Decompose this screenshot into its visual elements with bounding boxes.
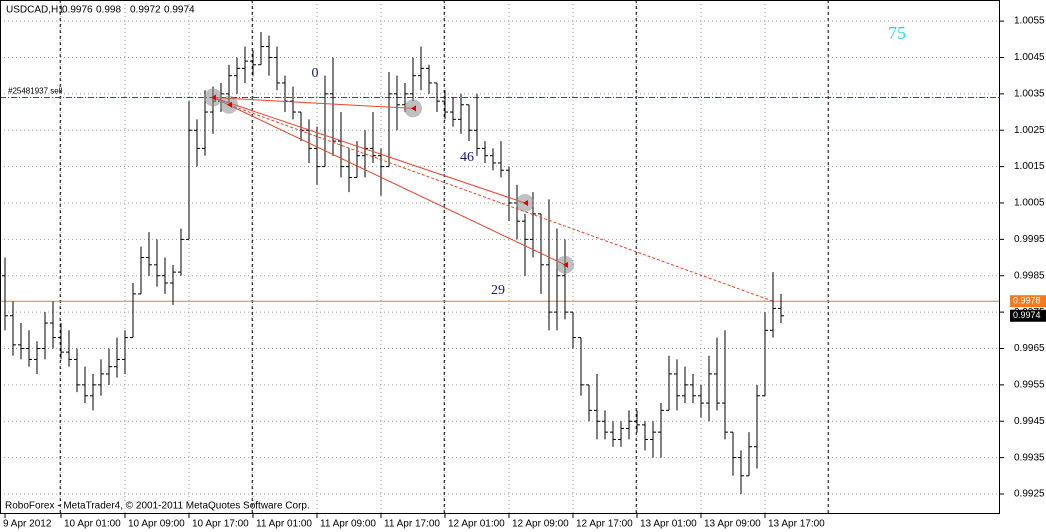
x-tick-label: 12 Apr 17:00: [576, 519, 633, 530]
chart-title: USDCAD,H1: [6, 5, 64, 16]
y-tick-label: 0.9925: [1014, 489, 1045, 500]
trade-connector: [212, 97, 526, 204]
grid: [0, 0, 1000, 514]
indicator-label: 29: [491, 283, 505, 298]
x-tick-label: 11 Apr 01:00: [256, 519, 312, 530]
header-open: 0.9976: [62, 5, 93, 16]
price-level-box: [1010, 295, 1046, 308]
plot-border: [0, 0, 1000, 514]
y-tick-label: 1.0005: [1014, 198, 1045, 209]
trade-connector: [228, 104, 774, 302]
header-close: 0.9974: [164, 5, 195, 16]
header-high: 0.998: [96, 5, 121, 16]
plot: [0, 32, 1000, 494]
order-label: #25481937 sell: [8, 87, 62, 96]
y-tick-label: 1.0025: [1014, 125, 1045, 136]
y-tick-label: 1.0015: [1014, 161, 1045, 172]
indicator-label: 46: [460, 150, 474, 165]
x-tick-label: 12 Apr 01:00: [448, 519, 505, 530]
x-tick-label: 11 Apr 09:00: [320, 519, 376, 530]
x-tick-label: 12 Apr 09:00: [512, 519, 569, 530]
trade-arrow: [563, 261, 568, 268]
trade-arrow: [411, 105, 416, 112]
trade-arrow: [211, 94, 216, 101]
indicator-label: 0: [312, 66, 319, 81]
trade-connector: [212, 97, 566, 266]
trade-arrow: [523, 199, 528, 206]
trade-arrow: [227, 101, 232, 108]
trade-connector: [212, 96, 414, 109]
y-tick-label: 1.0035: [1014, 88, 1045, 99]
y-tick-label: 0.9965: [1014, 343, 1045, 354]
x-tick-label: 13 Apr 17:00: [768, 519, 825, 530]
y-tick-label: 0.9945: [1014, 416, 1045, 427]
x-tick-label: 10 Apr 09:00: [128, 519, 185, 530]
y-tick-label: 1.0045: [1014, 52, 1045, 63]
x-tick-label: 9 Apr 2012: [3, 519, 52, 530]
y-tick-label: 1.0055: [1014, 16, 1045, 27]
header-low: 0.9972: [130, 5, 161, 16]
footer: RoboForex - MetaTrader4, © 2001-2011 Met…: [5, 501, 310, 512]
y-tick-label: 0.9985: [1014, 270, 1045, 281]
x-tick-label: 13 Apr 01:00: [640, 519, 697, 530]
current-price-box: [1010, 309, 1046, 322]
indicator-label: 75: [888, 23, 906, 43]
x-tick-label: 13 Apr 09:00: [704, 519, 761, 530]
x-tick-label: 10 Apr 01:00: [64, 519, 121, 530]
y-tick-label: 0.9955: [1014, 380, 1045, 391]
x-tick-label: 10 Apr 17:00: [192, 519, 249, 530]
y-tick-label: 0.9935: [1014, 452, 1045, 463]
y-tick-label: 0.9995: [1014, 234, 1045, 245]
x-tick-label: 11 Apr 17:00: [384, 519, 440, 530]
current-price-label: 0.9974: [1013, 310, 1041, 320]
price-level-label: 0.9978: [1013, 296, 1041, 306]
